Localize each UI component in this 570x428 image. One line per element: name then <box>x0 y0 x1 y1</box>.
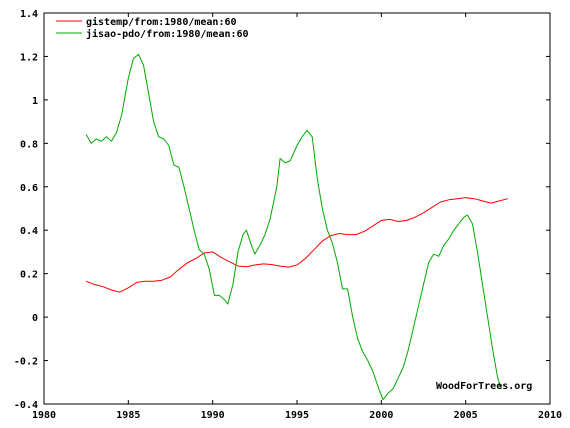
y-tick-label: -0.2 <box>14 357 38 368</box>
y-axis: -0.4 -0.2 0 0.2 0.4 0.6 0.8 1 1.2 1.4 <box>14 9 550 411</box>
series-line-jisao-pdo <box>85 53 502 401</box>
x-tick-label: 1990 <box>201 410 225 421</box>
y-tick-label: 0 <box>32 313 38 324</box>
legend-label-jisao-pdo: jisao-pdo/from:1980/mean:60 <box>86 28 249 40</box>
x-tick-label: 2005 <box>454 410 478 421</box>
x-tick-label: 2010 <box>538 410 562 421</box>
x-axis: 1980 1985 1990 1995 2000 2005 2010 <box>32 13 562 421</box>
series-line-gistemp <box>86 197 508 293</box>
watermark: WoodForTrees.org <box>436 381 532 392</box>
x-tick-label: 1980 <box>32 410 56 421</box>
y-tick-label: 0.2 <box>20 270 38 281</box>
series-lines <box>85 53 508 401</box>
y-tick-label: 1.4 <box>20 9 38 20</box>
y-tick-label: 1 <box>32 96 38 107</box>
y-tick-label: 0.6 <box>20 183 38 194</box>
x-tick-label: 1995 <box>285 410 309 421</box>
y-tick-label: -0.4 <box>14 400 38 411</box>
legend-label-gistemp: gistemp/from:1980/mean:60 <box>86 16 237 28</box>
x-tick-label: 1985 <box>116 410 140 421</box>
legend: gistemp/from:1980/mean:60 jisao-pdo/from… <box>56 16 249 40</box>
y-tick-label: 0.8 <box>20 139 38 150</box>
y-tick-label: 1.2 <box>20 52 38 63</box>
y-tick-label: 0.4 <box>20 226 38 237</box>
x-tick-label: 2000 <box>369 410 393 421</box>
